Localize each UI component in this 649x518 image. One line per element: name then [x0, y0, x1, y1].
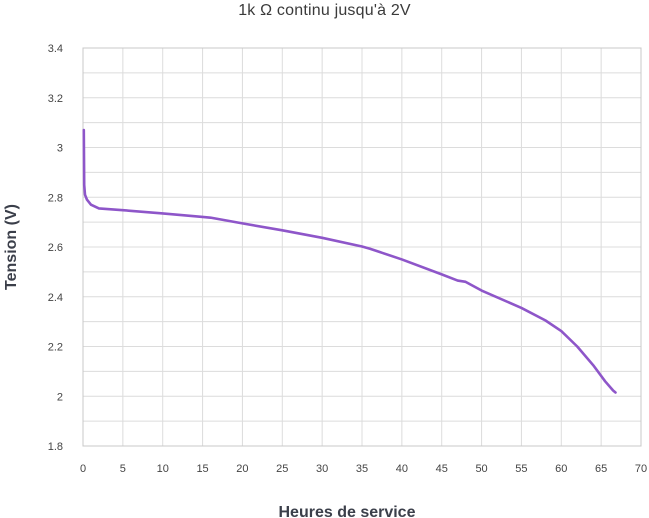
y-tick-label: 2.4: [48, 292, 63, 304]
x-axis-ticks: 0 5 10 15 20 25 30 35 40 45 50 55 60 65 70: [80, 463, 647, 475]
y-tick-label: 1.8: [48, 441, 63, 453]
x-tick-label: 45: [436, 463, 448, 475]
x-tick-label: 30: [316, 463, 328, 475]
x-tick-label: 20: [236, 463, 248, 475]
y-axis-ticks: 1.8 2 2.2 2.4 2.6 2.8 3 3.2 3.4: [48, 43, 63, 453]
x-tick-label: 35: [356, 463, 368, 475]
x-axis-title: Heures de service: [279, 504, 416, 518]
y-tick-label: 3.4: [48, 43, 63, 55]
y-axis-title: Tension (V): [3, 204, 20, 290]
y-tick-label: 2.6: [48, 242, 63, 254]
y-tick-label: 3.2: [48, 93, 63, 105]
x-tick-label: 10: [157, 463, 169, 475]
series-layer: [82, 128, 617, 394]
x-tick-label: 50: [475, 463, 487, 475]
series-line: [82, 128, 617, 394]
plot-frame: [82, 47, 642, 447]
chart-title: 1k Ω continu jusqu'à 2V: [238, 2, 411, 19]
x-tick-label: 70: [635, 463, 647, 475]
x-tick-label: 25: [276, 463, 288, 475]
y-tick-label: 2.8: [48, 192, 63, 204]
x-tick-label: 15: [196, 463, 208, 475]
x-tick-label: 60: [555, 463, 567, 475]
y-tick-label: 3: [57, 143, 63, 155]
y-tick-label: 2: [57, 391, 63, 403]
x-tick-label: 55: [515, 463, 527, 475]
y-tick-label: 2.2: [48, 342, 63, 354]
x-tick-label: 0: [80, 463, 86, 475]
x-tick-label: 5: [120, 463, 126, 475]
x-tick-label: 40: [396, 463, 408, 475]
x-tick-label: 65: [595, 463, 607, 475]
